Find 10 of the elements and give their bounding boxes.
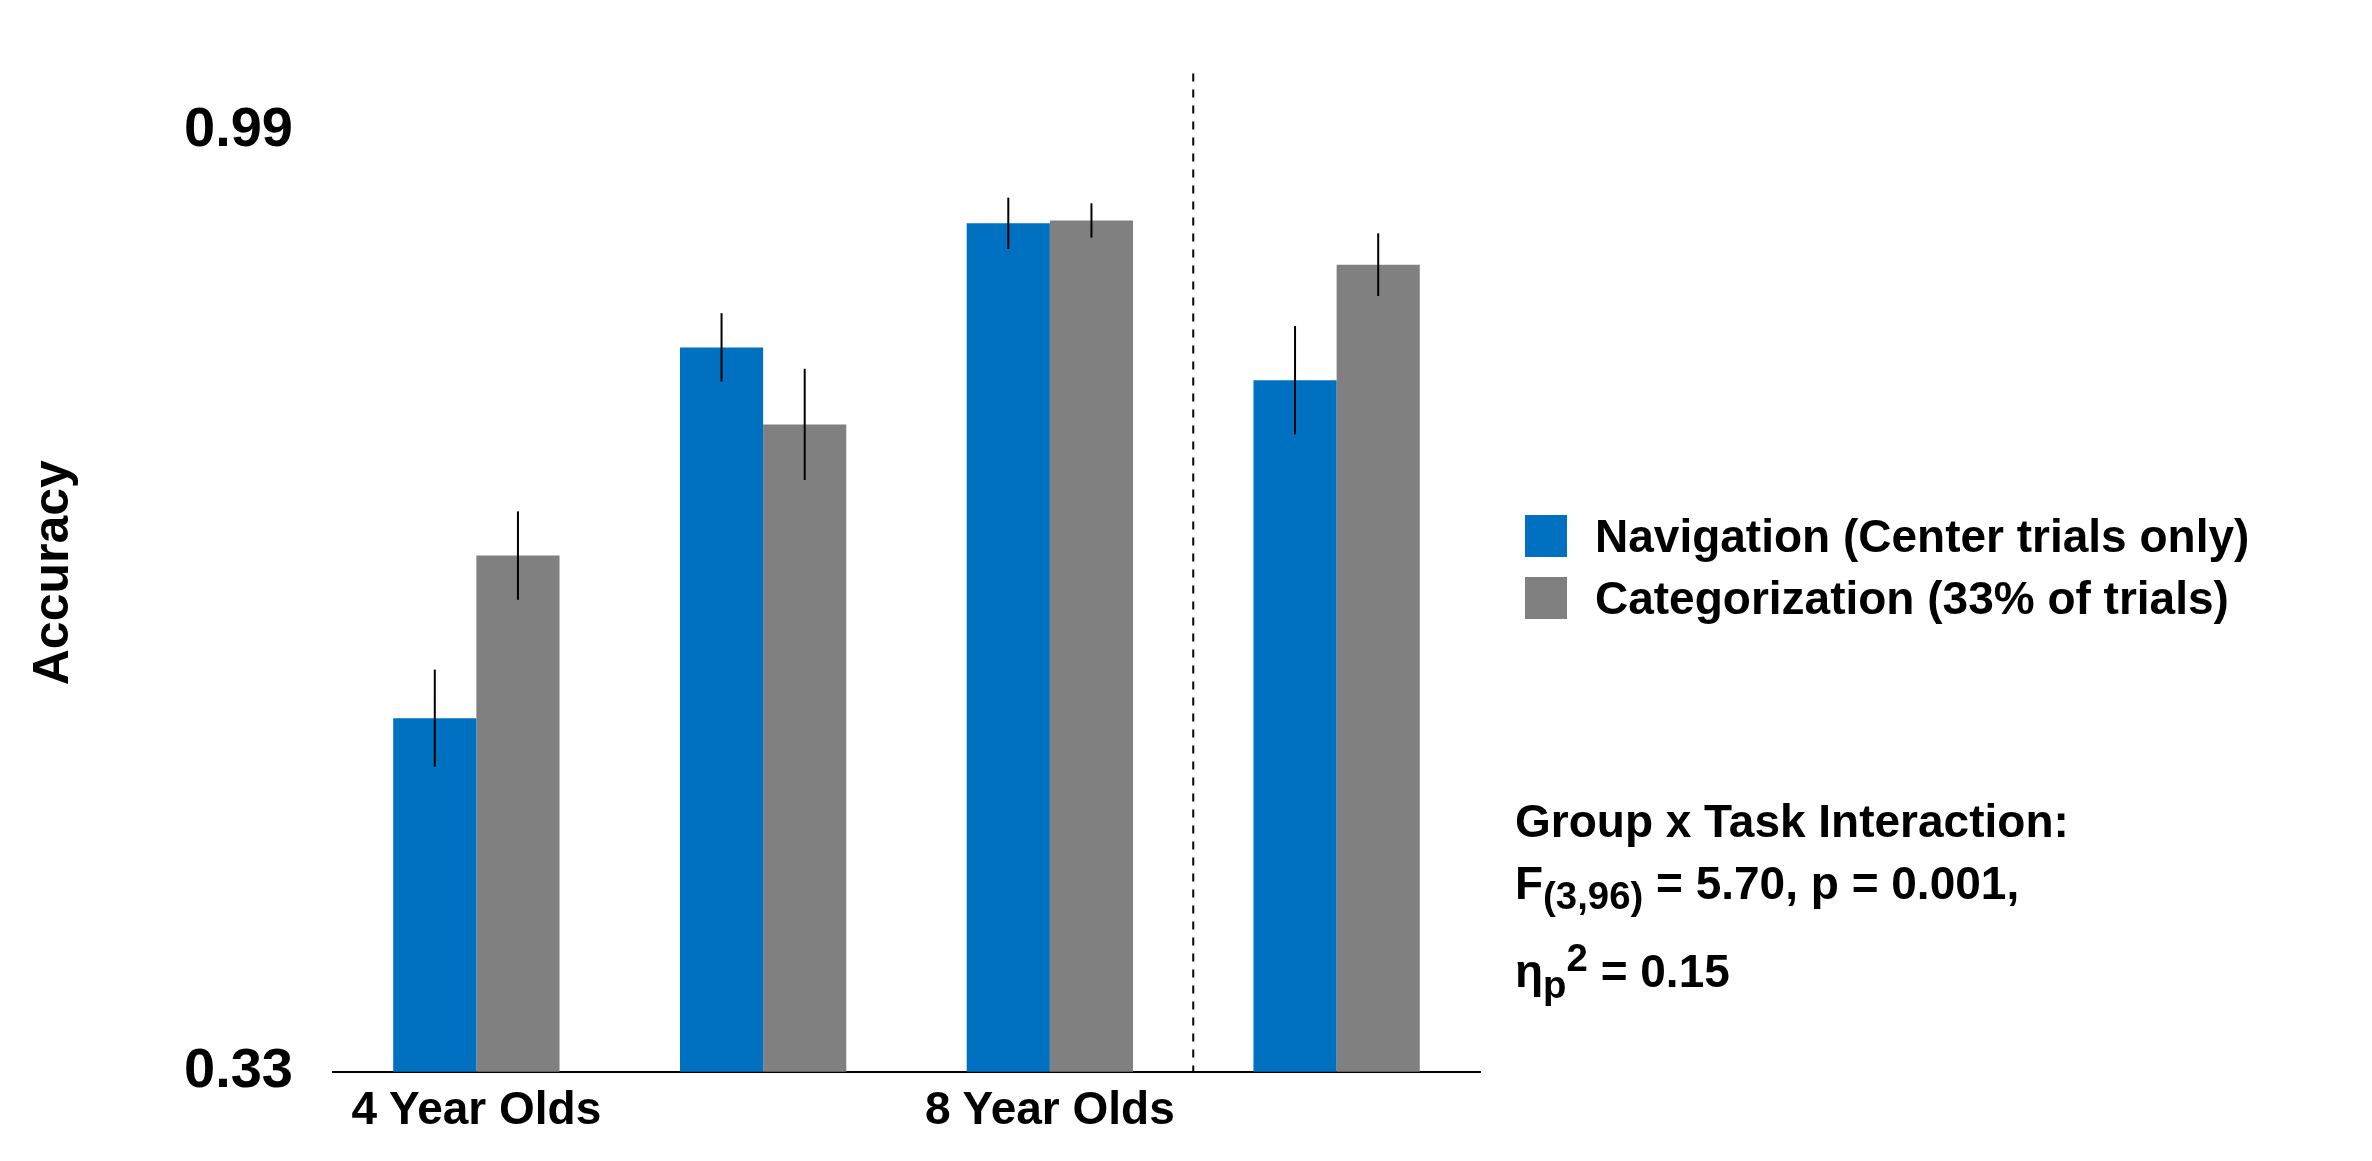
y-tick-label: 0.99	[183, 95, 293, 159]
x-tick-label: 8 Year Olds	[924, 1082, 1175, 1135]
legend-label: Navigation (Center trials only)	[1595, 509, 2250, 564]
x-tick-label: 4 Year Olds	[351, 1082, 602, 1135]
text: Group x Task Interaction:	[1515, 794, 2069, 849]
text: F$_{(3,96)}$ = 5.70, p = 0.001,	[1515, 856, 2021, 920]
legend-label: Categorization (33% of trials)	[1595, 571, 2229, 626]
y-axis-title: Accuracy	[22, 459, 79, 686]
text: η$_{p}$$^{2}$ = 0.15	[1515, 935, 1731, 1008]
y-tick-label: 0.33	[183, 1036, 293, 1100]
